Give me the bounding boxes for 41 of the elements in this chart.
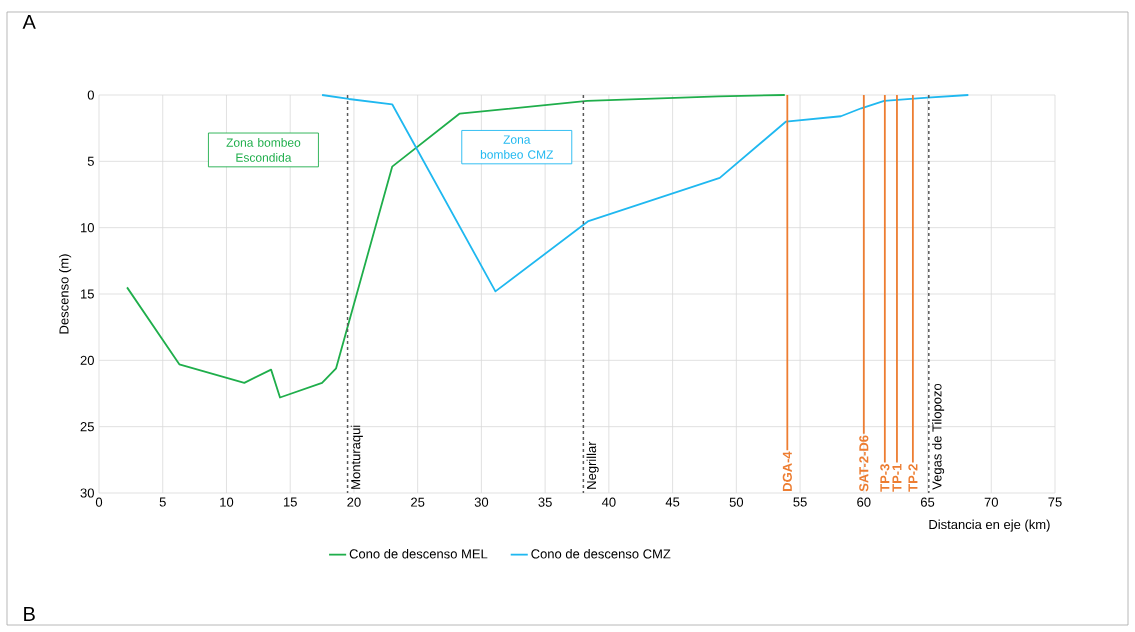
- y-tick-label: 20: [80, 355, 94, 365]
- x-tick-label: 15: [283, 497, 297, 507]
- x-tick-label: 65: [920, 497, 935, 507]
- x-tick-label: 55: [793, 497, 807, 507]
- y-tick-label: 0: [87, 90, 94, 100]
- x-tick-label: 40: [601, 497, 616, 507]
- ref-line-label: SAT-2-D6: [859, 435, 869, 492]
- ref-line-label: TP-3: [880, 464, 890, 492]
- y-axis-title: Descenso (m): [59, 254, 72, 334]
- y-tick-label: 25: [80, 422, 94, 432]
- annotation: Zona bombeo CMZ: [480, 135, 554, 159]
- y-tick-label: 10: [81, 223, 94, 233]
- x-tick-label: 45: [665, 497, 680, 507]
- x-tick-label: 30: [474, 497, 489, 507]
- x-tick-label: 5: [159, 497, 166, 507]
- annotation: Zona bombeo Escondida: [226, 138, 301, 162]
- x-tick-label: 35: [538, 497, 552, 507]
- ref-line-label: TP-2: [908, 464, 918, 492]
- legend-label: Cono de descenso MEL: [349, 548, 488, 559]
- y-tick-label: 30: [80, 488, 94, 498]
- legend-label: Cono de descenso CMZ: [531, 548, 671, 559]
- x-tick-label: 50: [729, 497, 744, 507]
- x-tick-label: 25: [411, 497, 425, 507]
- line-series: [321, 94, 970, 293]
- x-tick-label: 70: [984, 497, 998, 507]
- y-tick-label: 15: [81, 289, 94, 299]
- text: A: [22, 15, 36, 29]
- ref-line-label: DGA-4: [782, 451, 792, 491]
- x-axis-title: Distancia en eje (km): [929, 519, 1050, 532]
- x-tick-label: 0: [95, 497, 103, 507]
- ref-line-label: TP-1: [892, 463, 902, 492]
- y-tick-label: 5: [87, 156, 94, 166]
- x-tick-label: 20: [347, 497, 361, 507]
- x-tick-label: 10: [220, 497, 234, 507]
- ref-line-label: Monturaqui: [350, 425, 363, 489]
- text: B: [24, 607, 35, 621]
- ref-line-label: Vegas de Tilopozo: [932, 383, 945, 490]
- x-tick-label: 75: [1048, 497, 1062, 507]
- ref-line-label: Negrillar: [586, 441, 599, 489]
- x-tick-label: 60: [857, 497, 871, 507]
- line-series: [126, 94, 786, 399]
